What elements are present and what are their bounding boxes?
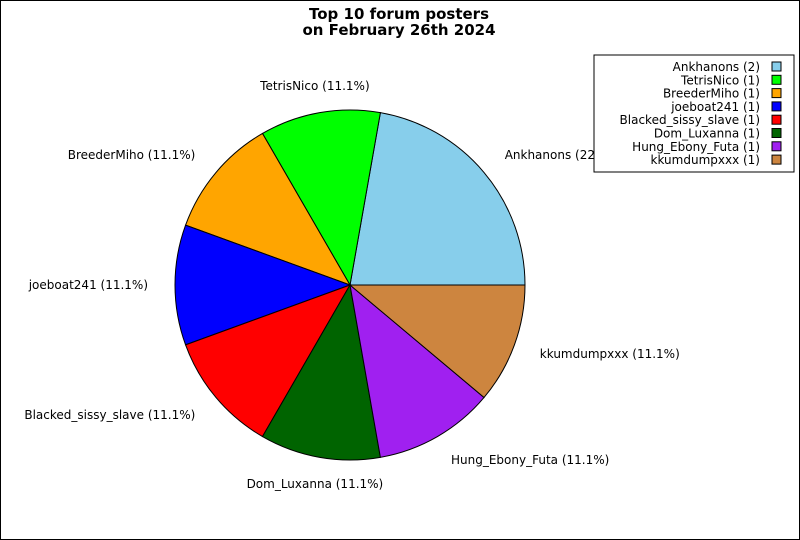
pie-label-tetrisnico: TetrisNico (11.1%) bbox=[259, 79, 369, 93]
pie-label-breedermiho: BreederMiho (11.1%) bbox=[68, 148, 196, 162]
legend-label: Ankhanons (2) bbox=[673, 60, 760, 74]
legend-swatch bbox=[771, 128, 782, 138]
legend-box bbox=[593, 54, 795, 173]
pie-slice-ankhanons bbox=[349, 112, 526, 286]
legend-swatch bbox=[771, 141, 782, 152]
legend-label: Dom_Luxanna (1) bbox=[654, 127, 760, 141]
legend-swatch bbox=[771, 114, 782, 125]
legend-label: joeboat241 (1) bbox=[670, 100, 760, 114]
legend-swatch bbox=[771, 74, 782, 85]
chart-title-line-1: Top 10 forum posters bbox=[309, 5, 489, 23]
pie-label-hung-ebony-futa: Hung_Ebony_Futa (11.1%) bbox=[451, 453, 609, 467]
legend-swatch bbox=[771, 154, 782, 165]
legend-label: TetrisNico (1) bbox=[680, 73, 760, 87]
legend-swatch bbox=[771, 88, 782, 99]
chart-title-line-2: on February 26th 2024 bbox=[302, 21, 495, 39]
pie-labels: Ankhanons (22. TetrisNico (11.1%) BreederM… bbox=[24, 79, 679, 491]
pie-label-blacked-sissy-slave: Blacked_sissy_slave (11.1%) bbox=[24, 408, 195, 422]
pie-label-joeboat241: joeboat241 (11.1%) bbox=[28, 278, 148, 292]
pie-slice-blacked-sissy-slave bbox=[184, 284, 352, 438]
pie-slice-kkumdumpxxx bbox=[348, 284, 526, 399]
chart-title: Top 10 forum posters on February 26th 20… bbox=[302, 5, 495, 39]
pie-slice-joeboat241 bbox=[174, 224, 352, 346]
legend: Ankhanons (2)TetrisNico (1)BreederMiho (… bbox=[593, 54, 795, 173]
pie-label-dom-luxanna: Dom_Luxanna (11.1%) bbox=[247, 477, 384, 491]
legend-swatch bbox=[771, 101, 782, 112]
pie-slice-dom-luxanna bbox=[261, 283, 381, 461]
legend-label: Hung_Ebony_Futa (1) bbox=[632, 140, 760, 154]
pie-label-ankhanons: Ankhanons (22. bbox=[505, 148, 599, 162]
pie-slice-breedermiho bbox=[184, 132, 352, 286]
pie-label-kkumdumpxxx: kkumdumpxxx (11.1%) bbox=[540, 347, 680, 361]
pie-slice-hung-ebony-futa bbox=[349, 283, 485, 458]
pie-slice-tetrisnico bbox=[261, 109, 381, 287]
legend-label: Blacked_sissy_slave (1) bbox=[620, 113, 760, 127]
legend-label: kkumdumpxxx (1) bbox=[651, 153, 760, 167]
legend-label: BreederMiho (1) bbox=[663, 87, 760, 101]
pie-slices bbox=[174, 109, 526, 461]
legend-entries: Ankhanons (2)TetrisNico (1)BreederMiho (… bbox=[620, 60, 782, 167]
legend-swatch bbox=[771, 61, 782, 72]
